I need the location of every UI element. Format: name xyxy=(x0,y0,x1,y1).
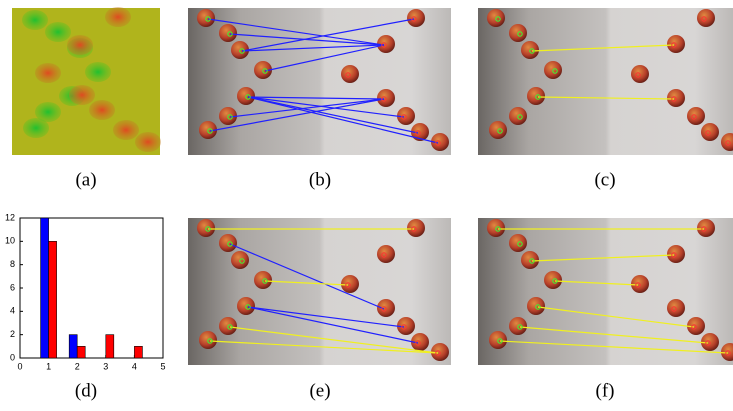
bar xyxy=(69,335,77,358)
y-tick-label: 2 xyxy=(10,329,15,339)
blob xyxy=(45,22,71,42)
photo-panel xyxy=(478,8,733,155)
blob xyxy=(22,10,48,30)
y-tick-label: 12 xyxy=(5,212,15,222)
bar xyxy=(134,346,142,358)
page: (a) (b) (c) (d) (e) (f) 024681012012345 … xyxy=(0,0,733,411)
figure: (a) (b) (c) (d) (e) (f) 024681012012345 xyxy=(0,0,733,411)
caption: (a) xyxy=(75,169,96,190)
blob xyxy=(89,100,115,120)
y-tick-label: 0 xyxy=(10,352,15,362)
blob xyxy=(69,85,95,105)
bar xyxy=(49,241,57,358)
bar xyxy=(106,335,114,358)
caption: (d) xyxy=(75,380,97,401)
blob xyxy=(35,63,61,83)
caption: (e) xyxy=(309,380,330,401)
blob xyxy=(113,120,139,140)
bar xyxy=(77,346,85,358)
photo-panel xyxy=(188,8,451,155)
photo-panel xyxy=(478,218,733,365)
y-tick-label: 4 xyxy=(10,306,15,316)
bar xyxy=(41,218,49,358)
caption: (c) xyxy=(594,169,615,190)
photo-panel xyxy=(188,218,451,365)
blob xyxy=(23,118,49,138)
blob xyxy=(135,132,161,152)
x-tick-label: 2 xyxy=(75,361,80,371)
blob xyxy=(105,7,131,27)
y-tick-label: 6 xyxy=(10,282,15,292)
x-tick-label: 3 xyxy=(103,361,108,371)
blob xyxy=(85,62,111,82)
x-tick-label: 4 xyxy=(132,361,137,371)
x-tick-label: 0 xyxy=(17,361,22,371)
y-tick-label: 10 xyxy=(5,236,15,246)
x-tick-label: 1 xyxy=(46,361,51,371)
x-tick-label: 5 xyxy=(160,361,165,371)
panel-a-image xyxy=(12,7,161,155)
blob xyxy=(67,35,93,55)
y-tick-label: 8 xyxy=(10,259,15,269)
caption: (b) xyxy=(309,169,331,190)
caption: (f) xyxy=(596,380,615,401)
